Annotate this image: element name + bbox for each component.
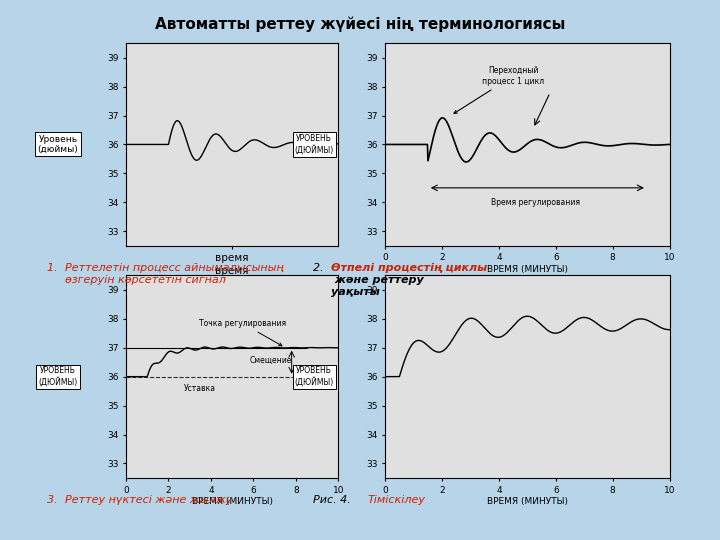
Text: Уровень
(дюймы): Уровень (дюймы) — [37, 135, 78, 154]
Text: Уставка: Уставка — [184, 384, 216, 393]
X-axis label: время: время — [215, 266, 249, 276]
Text: Смещение: Смещение — [249, 356, 292, 365]
Text: Рис. 4.: Рис. 4. — [313, 495, 354, 505]
Text: және реттеру
уақыты: және реттеру уақыты — [331, 275, 424, 297]
Text: Время регулирования: Время регулирования — [492, 198, 580, 207]
Text: Точка регулирования: Точка регулирования — [199, 319, 287, 346]
Text: 2.: 2. — [313, 263, 330, 273]
Text: 1.: 1. — [47, 263, 61, 273]
Text: Автоматты реттеу жүйесі нің терминологиясы: Автоматты реттеу жүйесі нің терминология… — [155, 16, 565, 32]
Text: Реттелетін процесс айнымалысының
өзгеруін көрсететін сигнал: Реттелетін процесс айнымалысының өзгеруі… — [65, 263, 284, 285]
Text: УРОВЕНЬ
(ДЮЙМЫ): УРОВЕНЬ (ДЮЙМЫ) — [294, 367, 334, 387]
Text: УРОВЕНЬ
(ДЮЙМЫ): УРОВЕНЬ (ДЮЙМЫ) — [38, 367, 78, 387]
Text: Реттеу нүктесі және жылжу: Реттеу нүктесі және жылжу — [65, 495, 232, 505]
Text: Переходный
процесс 1 цикл: Переходный процесс 1 цикл — [454, 66, 544, 113]
X-axis label: ВРЕМЯ (МИНУТЫ): ВРЕМЯ (МИНУТЫ) — [487, 497, 568, 507]
Text: УРОВЕНЬ
(ДЮЙМЫ): УРОВЕНЬ (ДЮЙМЫ) — [294, 134, 334, 154]
X-axis label: ВРЕМЯ (МИНУТЫ): ВРЕМЯ (МИНУТЫ) — [192, 497, 273, 507]
X-axis label: ВРЕМЯ (МИНУТЫ): ВРЕМЯ (МИНУТЫ) — [487, 265, 568, 274]
Text: Өтпелі процестің циклы: Өтпелі процестің циклы — [331, 263, 487, 273]
Text: 3.: 3. — [47, 495, 61, 505]
Text: Тіміскілеу: Тіміскілеу — [367, 495, 426, 505]
